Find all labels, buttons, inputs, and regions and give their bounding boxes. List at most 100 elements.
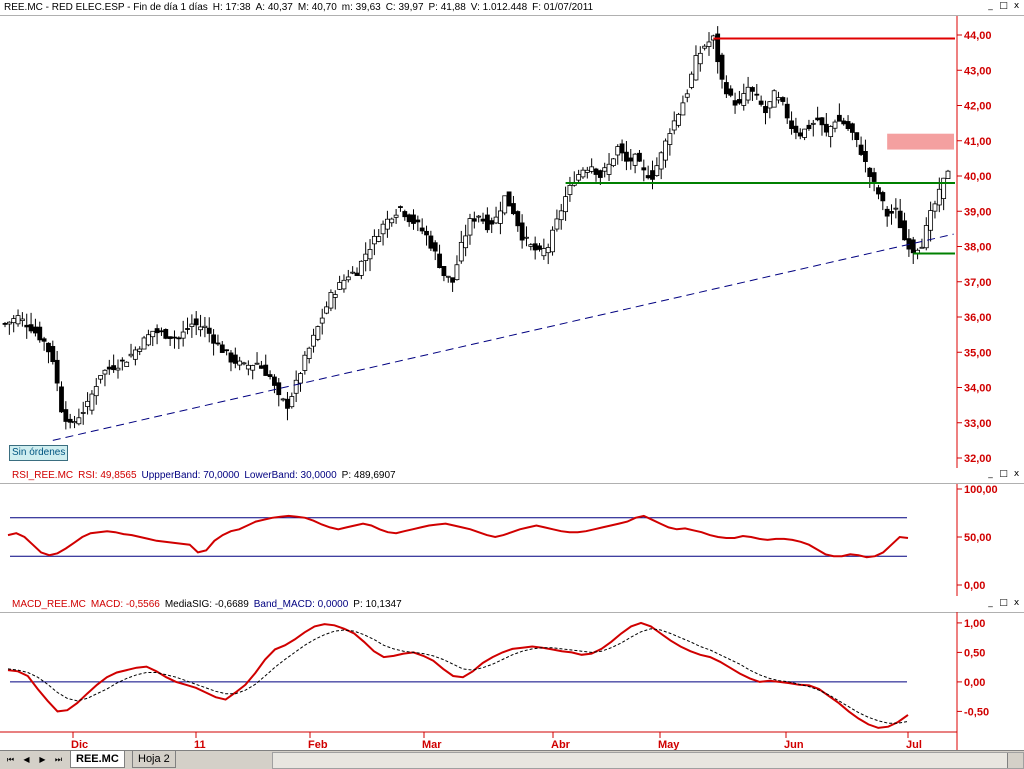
candle	[402, 209, 408, 221]
candle	[571, 171, 577, 187]
candle	[350, 266, 356, 275]
candle	[441, 266, 447, 282]
trend-line[interactable]	[52, 233, 954, 441]
candle	[832, 119, 838, 133]
first-sheet-button[interactable]: ⏮	[6, 755, 15, 764]
candle	[76, 408, 82, 426]
price-header-item-0: REE.MC - RED ELEC.ESP - Fin de día 1 día…	[4, 2, 208, 13]
candle	[154, 324, 160, 345]
price-tick-label: 37,00	[964, 277, 992, 289]
candle	[189, 314, 195, 338]
macd-minimize-button[interactable]: _	[988, 598, 993, 608]
price-tick-label: 33,00	[964, 418, 992, 430]
rsi-tick-label: 100,00	[964, 484, 998, 496]
candle	[24, 313, 30, 339]
macd-header-item-1: MACD: -0,5566	[90, 599, 160, 610]
last-sheet-button[interactable]: ⏭	[54, 755, 63, 764]
candle	[624, 141, 629, 171]
candle	[467, 213, 473, 245]
candle	[437, 244, 442, 269]
candle	[228, 350, 234, 372]
candle	[771, 89, 777, 108]
prev-sheet-button[interactable]: ◀	[23, 755, 30, 764]
candle	[602, 162, 608, 178]
rsi-minimize-button[interactable]: _	[988, 469, 993, 479]
candle	[919, 238, 925, 249]
candle	[519, 214, 525, 249]
candle	[776, 91, 781, 104]
candle	[628, 148, 634, 170]
price-header-item-3: M: 40,70	[297, 2, 337, 13]
candle	[19, 312, 25, 327]
candle	[658, 151, 664, 180]
macd-close-button[interactable]: x	[1013, 598, 1020, 608]
candle	[98, 375, 104, 384]
month-label: Jun	[784, 739, 804, 751]
candle	[554, 209, 560, 232]
rsi-chart[interactable]: 100,00 50,00 0,00	[0, 484, 1024, 596]
candle	[806, 119, 812, 131]
macd-tick-label: 0,50	[964, 647, 985, 659]
price-header-item-8: F: 01/07/2011	[532, 2, 594, 13]
candle	[828, 125, 834, 148]
price-tick-label: 43,00	[964, 65, 992, 77]
price-tick-label: 38,00	[964, 242, 992, 254]
candle	[750, 86, 755, 101]
candle	[258, 360, 264, 369]
candle	[637, 149, 642, 162]
candle	[254, 352, 260, 365]
candle	[854, 132, 860, 148]
candle	[424, 225, 429, 246]
candle	[72, 415, 77, 429]
candle	[419, 218, 425, 235]
minimize-button[interactable]: _	[988, 1, 993, 11]
candle	[463, 224, 469, 257]
candle	[737, 90, 742, 105]
maximize-button[interactable]: □	[999, 1, 1008, 11]
candle	[506, 191, 512, 207]
candle	[489, 217, 495, 234]
candle	[498, 201, 503, 235]
candle	[245, 360, 251, 376]
candle	[584, 166, 590, 179]
candle	[345, 269, 351, 283]
candle	[393, 209, 399, 224]
tab-ree-mc[interactable]: REE.MC	[70, 751, 125, 768]
macd-maximize-button[interactable]: □	[999, 598, 1008, 608]
price-tick-label: 36,00	[964, 312, 992, 324]
candle	[606, 153, 612, 182]
close-button[interactable]: x	[1013, 1, 1020, 11]
macd-chart[interactable]: 1,00 0,50 0,00 -0,50 Dic 11 Feb Mar Abr May Jun Jul	[0, 612, 1024, 762]
candle	[89, 390, 95, 415]
candle	[263, 354, 269, 376]
candle	[428, 230, 434, 251]
order-status-badge[interactable]: Sin órdenes	[9, 445, 69, 461]
candle	[285, 391, 290, 421]
scroll-right-button[interactable]	[1007, 753, 1023, 768]
price-chart[interactable]: 44,00 43,00 42,00 41,00 40,00 39,00 38,00 37,00…	[0, 16, 1024, 468]
macd-tick-label: 1,00	[964, 618, 985, 630]
price-panel-header: REE.MC - RED ELEC.ESP - Fin de día 1 día…	[0, 0, 1024, 16]
tab-hoja-2[interactable]: Hoja 2	[132, 751, 176, 768]
candle	[102, 369, 108, 387]
horizontal-scrollbar[interactable]	[272, 752, 1024, 769]
month-label: Feb	[308, 739, 328, 751]
candle	[889, 204, 894, 225]
rsi-header-item-1: RSI: 49,8565	[78, 470, 137, 481]
candle	[728, 85, 734, 98]
candle	[836, 103, 842, 122]
candle	[867, 166, 873, 188]
rsi-close-button[interactable]: x	[1013, 469, 1020, 479]
next-sheet-button[interactable]: ▶	[39, 755, 46, 764]
candle	[11, 315, 17, 333]
candle	[802, 128, 807, 141]
price-tick-label: 42,00	[964, 101, 992, 113]
candle	[454, 255, 460, 281]
month-label: Jul	[906, 739, 922, 751]
candle	[211, 329, 216, 356]
price-header-item-2: A: 40,37	[255, 2, 293, 13]
candle	[311, 328, 316, 353]
rsi-series-line	[7, 514, 909, 559]
rsi-maximize-button[interactable]: □	[999, 469, 1008, 479]
candle	[119, 357, 125, 371]
